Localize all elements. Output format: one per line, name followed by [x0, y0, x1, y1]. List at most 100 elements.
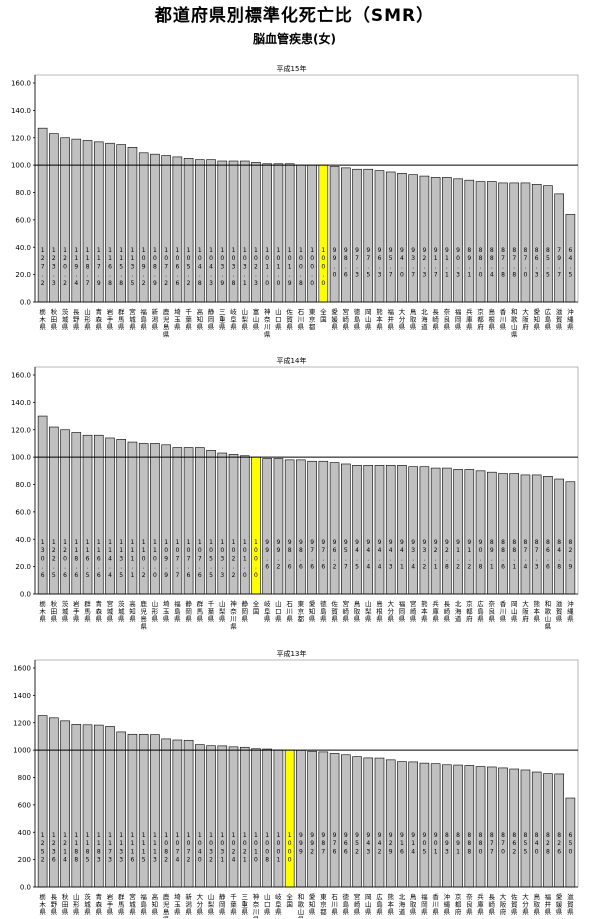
chart-1-bar [307, 460, 317, 595]
chart-2-bar [183, 739, 194, 888]
chart-2-category-label: 福井県 [545, 892, 552, 916]
chart-0-bar [408, 174, 418, 303]
chart-0-bar [442, 177, 452, 303]
chart-2-category-label: 熊本県 [387, 892, 394, 916]
chart-1-bar [430, 467, 441, 595]
chart-0-category-label: 山口県 [275, 307, 282, 331]
chart-0-category-label: 宮城県 [129, 307, 136, 331]
chart-1-category-label: 山梨県 [219, 599, 226, 623]
chart-1-ytick-label: 120.0 [11, 426, 31, 434]
chart-0-ytick-label: 140.0 [11, 107, 31, 115]
chart-2-bar [430, 763, 441, 888]
chart-1-category-label: 東京都 [298, 599, 305, 623]
chart-0-category-label: 群馬県 [118, 307, 125, 331]
chart-2-bar [419, 762, 430, 888]
chart-2-bar [150, 734, 160, 888]
chart-1-category-label: 兵庫県 [432, 599, 439, 623]
chart-0-category-label: 沖縄県 [567, 307, 574, 331]
chart-0-category-label: 香川県 [500, 307, 507, 331]
chart-1-category-label: 鹿児島県 [140, 599, 147, 631]
chart-0-category-label: 大分県 [399, 307, 406, 331]
chart-0-category-label: 高知県 [197, 307, 204, 331]
chart-1-category-label: 山口県 [275, 599, 282, 623]
chart-2-bar [296, 749, 306, 888]
chart-1-bar [296, 459, 306, 595]
chart-0-bar [453, 178, 463, 303]
chart-0-category-label: 全国 [320, 307, 327, 324]
chart-0-bar [363, 168, 374, 303]
chart-0-ytick-label: 60.0 [15, 216, 31, 224]
chart-2-category-label: 滋賀県 [567, 892, 574, 916]
chart-0-category-label: 岩手県 [107, 307, 114, 331]
chart-2-ytick-label: 200 [18, 856, 31, 864]
chart-1-category-label: 佐賀県 [331, 599, 338, 623]
chart-1-category-label: 岡山県 [511, 600, 518, 623]
chart-0-category-label: 熊本県 [376, 307, 383, 331]
chart-2-bar [453, 764, 463, 888]
chart-2-category-label: 神奈川県 [253, 892, 260, 918]
chart-1-category-label: 島根県 [376, 599, 383, 623]
chart-2-ytick-label: 800 [18, 774, 31, 782]
chart-2-bar [284, 749, 295, 888]
chart-0-category-label: 埼玉県 [174, 307, 181, 331]
chart-0-ytick-label: 100.0 [11, 162, 31, 170]
chart-2-ytick-label: 1200 [13, 719, 31, 727]
chart-2-category-label: 新潟県 [185, 892, 192, 916]
chart-1-category-label: 高知県 [129, 599, 136, 623]
chart-1-bar [329, 462, 340, 595]
chart-2-bar [273, 749, 284, 888]
chart-0-category-label: 大阪府 [522, 307, 529, 331]
chart-2-bar [307, 750, 317, 888]
chart-2-category-label: 愛媛県 [556, 892, 563, 916]
chart-2-category-label: 福島県 [140, 892, 147, 916]
chart-1-ytick-label: 160.0 [11, 372, 31, 380]
chart-1-bar [509, 473, 520, 595]
chart-2-category-label: 岡山県 [365, 893, 372, 916]
chart-2-category-label: 長野県 [51, 893, 58, 916]
chart-1-bar [475, 470, 486, 595]
chart-2-category-label: 愛知県 [309, 892, 316, 916]
chart-1-bar [374, 465, 385, 595]
chart-0-ytick-label: 20.0 [15, 271, 31, 279]
chart-1-bar [408, 466, 418, 595]
chart-2-bar [520, 769, 531, 888]
